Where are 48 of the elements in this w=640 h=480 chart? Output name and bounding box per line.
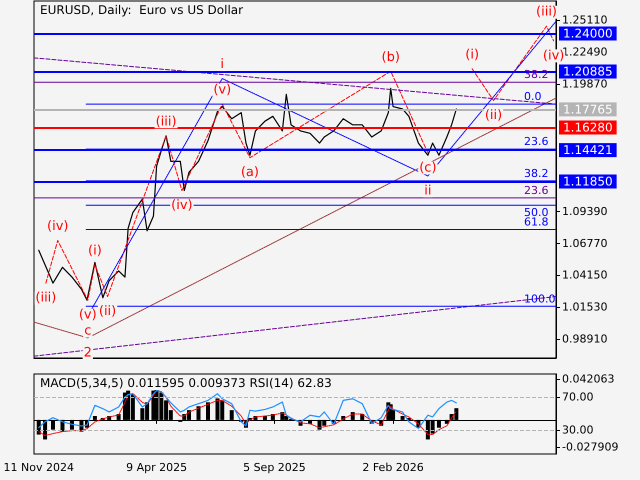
ref-line-label: 1.16280: [563, 120, 613, 135]
x-tick-label: 2 Feb 2026: [362, 461, 424, 474]
y-tick-label: -0.027909: [562, 440, 618, 454]
ref-line-label: 1.20885: [563, 64, 613, 78]
annotation: 2: [84, 345, 92, 360]
chart-title: EURUSD, Daily: Euro vs US Dollar: [40, 3, 244, 17]
annotation: (iv): [171, 198, 193, 214]
annotation: c: [84, 323, 92, 338]
annotation: (a): [240, 165, 259, 180]
annotation: (iv): [542, 48, 564, 64]
series-label: 0.0: [524, 90, 542, 104]
x-tick-label: 11 Nov 2024: [4, 461, 74, 474]
x-tick-label: 9 Apr 2025: [126, 461, 188, 474]
y-tick-label: 1.04150: [562, 268, 608, 282]
annotation: i: [220, 57, 224, 72]
annotation: (c): [419, 160, 437, 176]
annotation: (v): [213, 82, 232, 98]
y-tick-label: 1.01530: [562, 300, 608, 314]
series-label: 38.2: [524, 166, 548, 180]
annotation: (ii): [484, 108, 502, 123]
annotation: ii: [424, 183, 432, 198]
annotation: (iii): [35, 290, 56, 306]
annotation: (v): [78, 308, 97, 323]
annotation: (b): [381, 50, 400, 65]
annotation: (i): [88, 243, 102, 258]
y-tick-label: 0.98910: [562, 332, 608, 346]
annotation: (ii): [98, 304, 116, 320]
y-tick-label: 1.09390: [562, 204, 608, 218]
y-tick-label: 0.042063: [562, 372, 614, 386]
series-label: 61.8: [524, 216, 548, 229]
y-tick-label: 1.19870: [562, 77, 608, 90]
ref-line-label: 1.11850: [563, 174, 613, 188]
ref-line-label: 1.14421: [563, 143, 613, 158]
y2-tick-label: 70.00: [562, 390, 594, 404]
y-tick-label: 1.22490: [562, 45, 608, 58]
series-label: 23.6: [524, 135, 548, 148]
ref-line-label: 1.17765: [563, 102, 613, 116]
ref-line-label: 1.24000: [563, 26, 613, 41]
y-tick-label: 1.25110: [562, 13, 608, 26]
annotation: (iv): [47, 219, 68, 234]
x-tick-label: 5 Sep 2025: [243, 461, 306, 474]
chart-title: MACD(5,34,5) 0.011595 0.009373 RSI(14) 62.83: [40, 376, 332, 390]
annotation: (iii): [536, 4, 557, 20]
y2-tick-label: 30.00: [562, 424, 594, 437]
y-tick-label: 1.06770: [562, 236, 608, 250]
annotation: (i): [465, 47, 480, 62]
annotation: (iii): [156, 114, 177, 130]
series-label: 23.6: [524, 184, 548, 197]
